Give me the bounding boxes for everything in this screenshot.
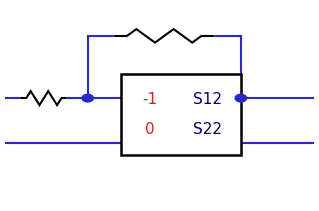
Circle shape <box>82 94 93 102</box>
Text: S22: S22 <box>193 122 222 137</box>
Text: -1: -1 <box>142 92 158 107</box>
Bar <box>121 74 241 155</box>
Circle shape <box>235 94 247 102</box>
Text: S12: S12 <box>193 92 222 107</box>
Text: 0: 0 <box>145 122 155 137</box>
